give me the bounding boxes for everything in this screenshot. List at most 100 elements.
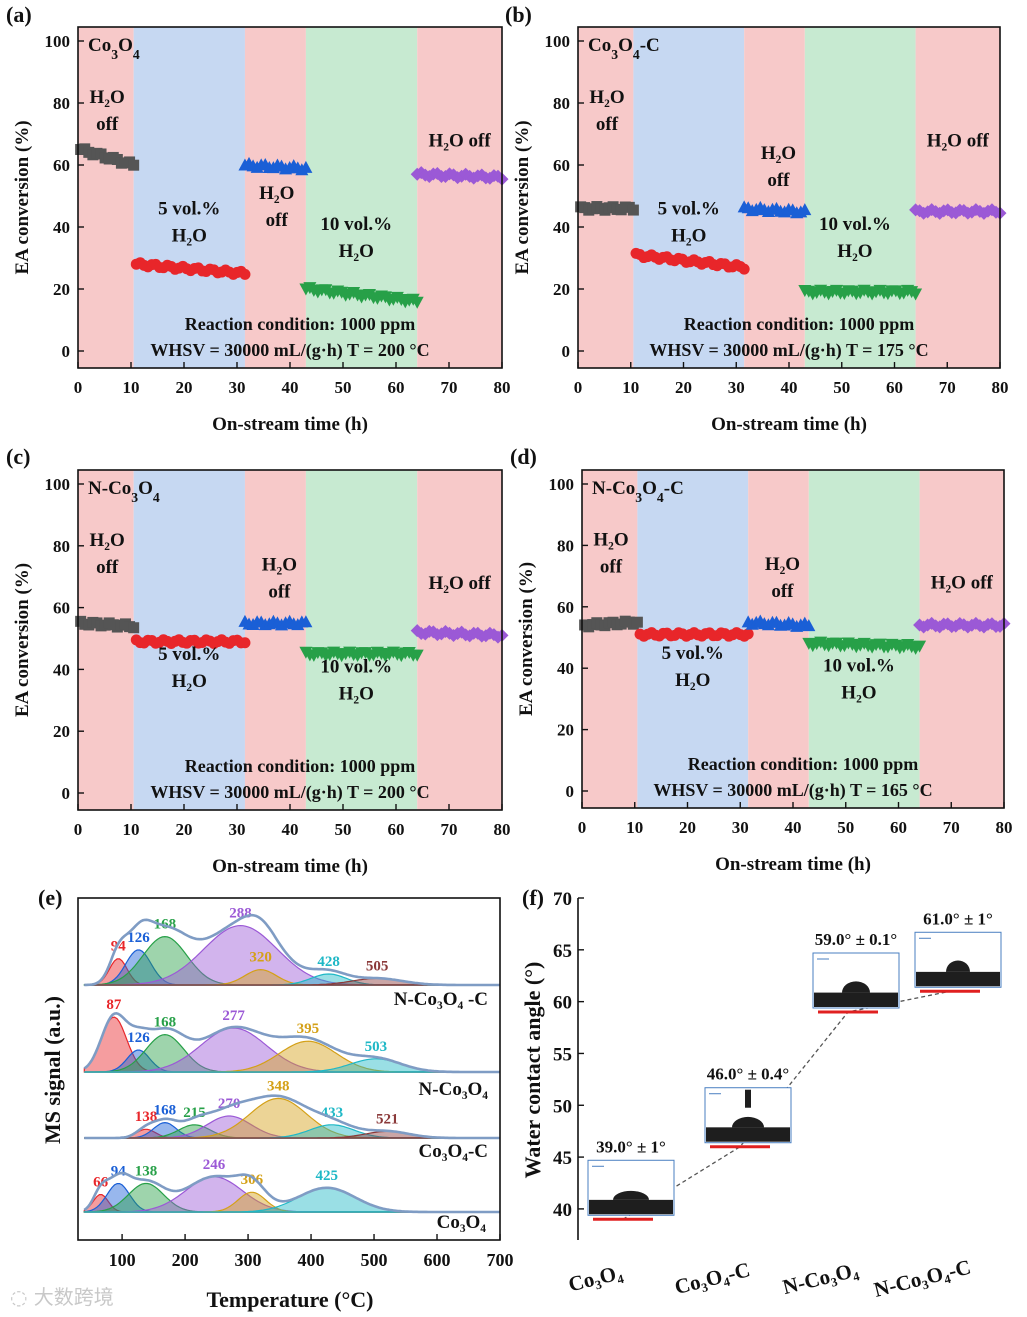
reaction-condition-line2: WHSV = 30000 mL/(g·h) T = 200 °C: [150, 782, 429, 803]
plot-frame: [77, 897, 501, 1241]
peak-label: 66: [93, 1174, 109, 1190]
data-point: [742, 628, 754, 640]
x-tick-label: 60: [388, 378, 405, 397]
y-tick-label: 60: [557, 598, 574, 617]
y-tick-label: 100: [545, 32, 571, 51]
peak-label: 425: [316, 1168, 339, 1184]
condition-annotation: H₂O: [671, 226, 706, 247]
condition-region: [744, 27, 805, 368]
needle: [745, 1089, 751, 1108]
x-tick-label: 30: [229, 820, 246, 839]
y-tick-label: 70: [553, 889, 572, 910]
y-tick-label: 40: [53, 218, 70, 237]
data-point: [802, 619, 816, 632]
x-axis-label: On-stream time (h): [212, 856, 368, 877]
condition-annotation: H₂O: [172, 226, 207, 247]
x-tick-label: 60: [890, 818, 907, 837]
condition-region: [804, 27, 916, 368]
category-label: Co₃O₄: [566, 1260, 625, 1297]
data-point: [128, 622, 140, 634]
x-tick-label: 70: [939, 378, 956, 397]
data-point: [128, 159, 140, 171]
condition-annotation: H₂O: [172, 671, 207, 692]
x-tick-label: 60: [388, 820, 405, 839]
y-tick-label: 0: [566, 782, 575, 801]
y-axis-label: EA conversion (%): [12, 563, 33, 717]
peak-label: 503: [365, 1039, 388, 1055]
y-tick-label: 0: [62, 784, 71, 803]
x-tick-label: 80: [996, 818, 1013, 837]
condition-annotation: 5 vol.%: [662, 643, 724, 664]
peak-label: 277: [222, 1008, 245, 1024]
x-tick-label: 0: [74, 820, 83, 839]
category-label: N-Co₃O₄: [780, 1257, 861, 1299]
condition-annotation: off: [771, 581, 794, 602]
condition-region: [915, 27, 1000, 368]
y-tick-label: 60: [53, 599, 70, 618]
y-tick-label: 20: [53, 722, 70, 741]
x-tick-label: 10: [622, 378, 639, 397]
y-tick-label: 80: [53, 537, 70, 556]
panel-d: 0 10 20 30 40 50 60 70 80 0 20 40 60 80 100 On-stream t…: [510, 444, 1013, 875]
x-tick-label: 20: [176, 820, 193, 839]
x-tick-label: 20: [176, 378, 193, 397]
condition-annotation: H₂O: [675, 670, 710, 691]
panel-letter: (f): [522, 885, 544, 910]
peak-label: 215: [183, 1105, 206, 1121]
condition-annotation: H₂O: [90, 530, 125, 551]
condition-annotation: H₂O off: [927, 130, 990, 151]
reaction-condition-line2: WHSV = 30000 mL/(g·h) T = 200 °C: [150, 340, 429, 361]
droplet: [842, 981, 870, 993]
x-tick-label: 300: [235, 1250, 262, 1270]
condition-region: [578, 27, 634, 368]
x-tick-label: 200: [172, 1250, 199, 1270]
condition-region: [78, 27, 134, 368]
y-tick-label: 50: [553, 1096, 572, 1117]
reaction-condition-line2: WHSV = 30000 mL/(g·h) T = 165 °C: [653, 780, 932, 801]
data-point: [913, 640, 927, 653]
condition-region: [582, 470, 638, 808]
peak-label: 87: [106, 997, 122, 1013]
y-tick-label: 55: [553, 1044, 572, 1065]
x-tick-label: 50: [335, 378, 352, 397]
x-tick-label: 30: [728, 378, 745, 397]
peak-label: 428: [317, 954, 340, 970]
x-tick-label: 80: [494, 378, 511, 397]
material-label: N-Co3O4: [88, 478, 160, 505]
condition-annotation: H₂O: [259, 183, 294, 204]
x-tick-label: 600: [424, 1250, 451, 1270]
peak-label: 348: [267, 1078, 290, 1094]
panel-letter: (c): [6, 444, 30, 469]
x-tick-label: 40: [282, 820, 299, 839]
y-tick-label: 40: [553, 218, 570, 237]
x-tick-label: 100: [109, 1250, 136, 1270]
y-tick-label: 60: [553, 156, 570, 175]
reaction-condition-line1: Reaction condition: 1000 ppm: [684, 314, 915, 334]
x-axis-label: Temperature (°C): [206, 1287, 373, 1312]
material-label: Co3O4: [88, 35, 140, 62]
angle-label: 59.0° ± 0.1°: [815, 930, 897, 949]
y-tick-label: 100: [45, 32, 71, 51]
peak-label: 168: [154, 1015, 177, 1031]
condition-annotation: H₂O off: [429, 573, 492, 594]
condition-annotation: H₂O: [837, 241, 872, 262]
peak-label: 126: [127, 930, 150, 946]
condition-annotation: H₂O: [593, 529, 628, 550]
x-tick-label: 80: [992, 378, 1009, 397]
x-tick-label: 0: [574, 378, 583, 397]
x-tick-label: 70: [441, 820, 458, 839]
y-tick-label: 65: [553, 941, 572, 962]
x-tick-label: 0: [74, 378, 83, 397]
data-point: [798, 203, 812, 216]
panel-f: 39.0° ± 1° 46.0° ± 0.4° 59.0° ± 0.1° 61.0° …: [520, 885, 1002, 1302]
reaction-condition-line1: Reaction condition: 1000 ppm: [688, 754, 919, 774]
condition-annotation: off: [96, 114, 119, 135]
data-point: [631, 616, 643, 628]
condition-annotation: H₂O: [589, 87, 624, 108]
angle-label: 61.0° ± 1°: [923, 909, 993, 928]
x-tick-label: 400: [298, 1250, 325, 1270]
y-tick-label: 100: [549, 475, 575, 494]
